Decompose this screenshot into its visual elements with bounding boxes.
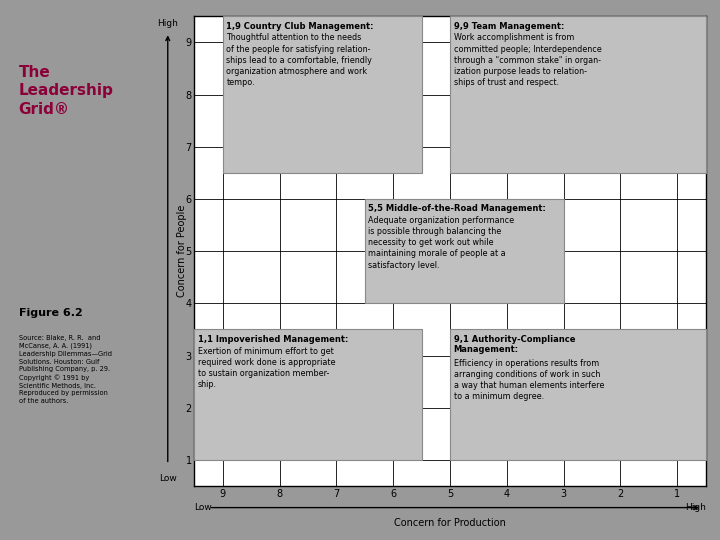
- Text: Low: Low: [194, 503, 212, 512]
- Text: Source: Blake, R. R.  and
McCanse, A. A. (1991)
Leadership Dilemmas—Grid
Solutio: Source: Blake, R. R. and McCanse, A. A. …: [19, 335, 112, 404]
- Text: Thoughtful attention to the needs
of the people for satisfying relation-
ships l: Thoughtful attention to the needs of the…: [226, 33, 372, 87]
- Text: Work accomplishment is from
committed people; Interdependence
through a "common : Work accomplishment is from committed pe…: [454, 33, 601, 87]
- Text: Efficiency in operations results from
arranging conditions of work in such
a way: Efficiency in operations results from ar…: [454, 359, 604, 401]
- Text: High: High: [158, 19, 178, 28]
- Text: High: High: [685, 503, 706, 512]
- Text: Adequate organization performance
is possible through balancing the
necessity to: Adequate organization performance is pos…: [369, 216, 515, 269]
- Text: 9,9 Team Management:: 9,9 Team Management:: [454, 22, 564, 31]
- Text: Low: Low: [159, 474, 176, 483]
- Text: 9,1 Authority-Compliance
Management:: 9,1 Authority-Compliance Management:: [454, 335, 575, 354]
- Text: Concern for Production: Concern for Production: [394, 518, 506, 529]
- Text: Concern for People: Concern for People: [177, 205, 187, 298]
- Text: 1,1 Impoverished Management:: 1,1 Impoverished Management:: [198, 335, 348, 344]
- Text: Figure 6.2: Figure 6.2: [19, 308, 82, 318]
- Text: The
Leadership
Grid®: The Leadership Grid®: [19, 65, 114, 117]
- Text: 1,9 Country Club Management:: 1,9 Country Club Management:: [226, 22, 374, 31]
- Text: 5,5 Middle-of-the-Road Management:: 5,5 Middle-of-the-Road Management:: [369, 204, 546, 213]
- Text: Exertion of minimum effort to get
required work done is appropriate
to sustain o: Exertion of minimum effort to get requir…: [198, 347, 336, 389]
